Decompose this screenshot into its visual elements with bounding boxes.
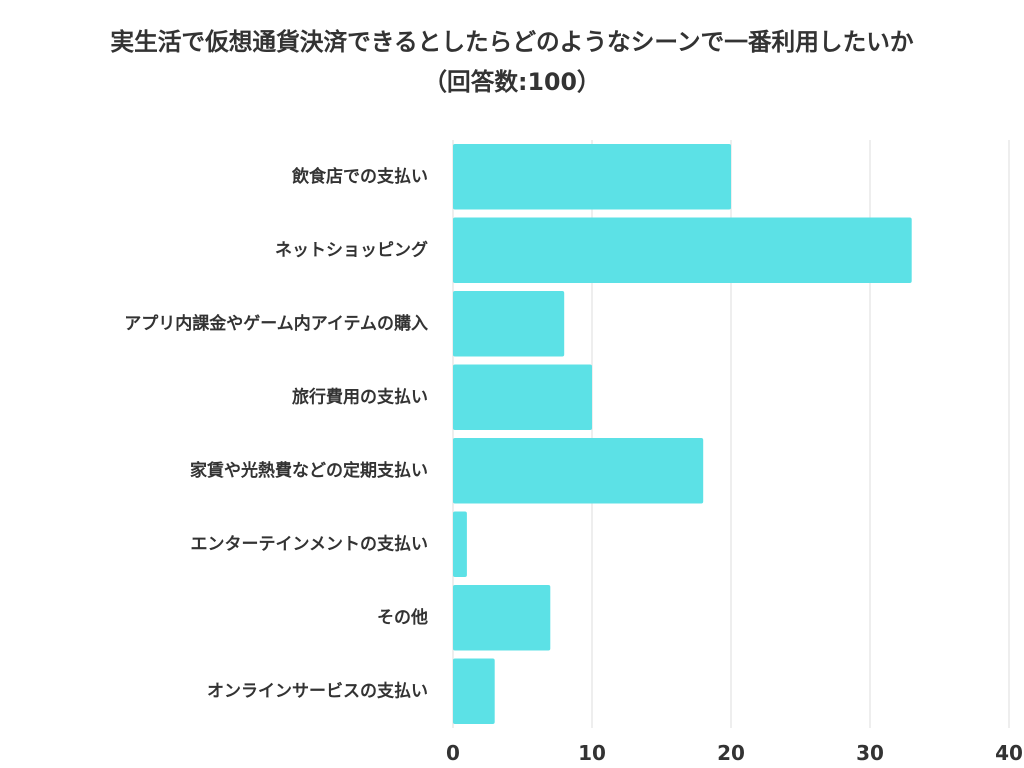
x-tick-labels: 0 10 20 30 40 — [446, 741, 1023, 765]
bar — [453, 217, 912, 283]
bar — [453, 364, 592, 430]
category-label: アプリ内課金やゲーム内アイテムの購入 — [124, 313, 428, 334]
category-label: 家賃や光熱費などの定期支払い — [190, 460, 428, 481]
bar — [453, 658, 495, 724]
category-labels: 飲食店での支払いネットショッピングアプリ内課金やゲーム内アイテムの購入旅行費用の… — [124, 166, 428, 702]
bar — [453, 144, 731, 210]
category-label: オンラインサービスの支払い — [207, 680, 428, 701]
category-label: 旅行費用の支払い — [292, 386, 428, 407]
category-label: その他 — [377, 607, 428, 628]
x-tick-label: 0 — [446, 741, 460, 765]
category-label: エンターテインメントの支払い — [191, 533, 429, 554]
x-tick-label: 30 — [856, 741, 884, 765]
chart-subtitle: （回答数:100） — [423, 68, 601, 96]
bar — [453, 585, 551, 651]
x-tick-label: 40 — [995, 741, 1023, 765]
bar — [453, 511, 467, 577]
bar — [453, 438, 704, 504]
bar — [453, 291, 565, 357]
chart-title: 実生活で仮想通貨決済できるとしたらどのようなシーンで一番利用したいか （回答数:… — [0, 22, 1024, 102]
x-tick-label: 20 — [717, 741, 745, 765]
chart-title-text: 実生活で仮想通貨決済できるとしたらどのようなシーンで一番利用したいか — [110, 28, 914, 56]
category-label: ネットショッピング — [275, 239, 428, 260]
bars — [453, 144, 912, 724]
x-tick-label: 10 — [578, 741, 606, 765]
category-label: 飲食店での支払い — [291, 166, 428, 187]
